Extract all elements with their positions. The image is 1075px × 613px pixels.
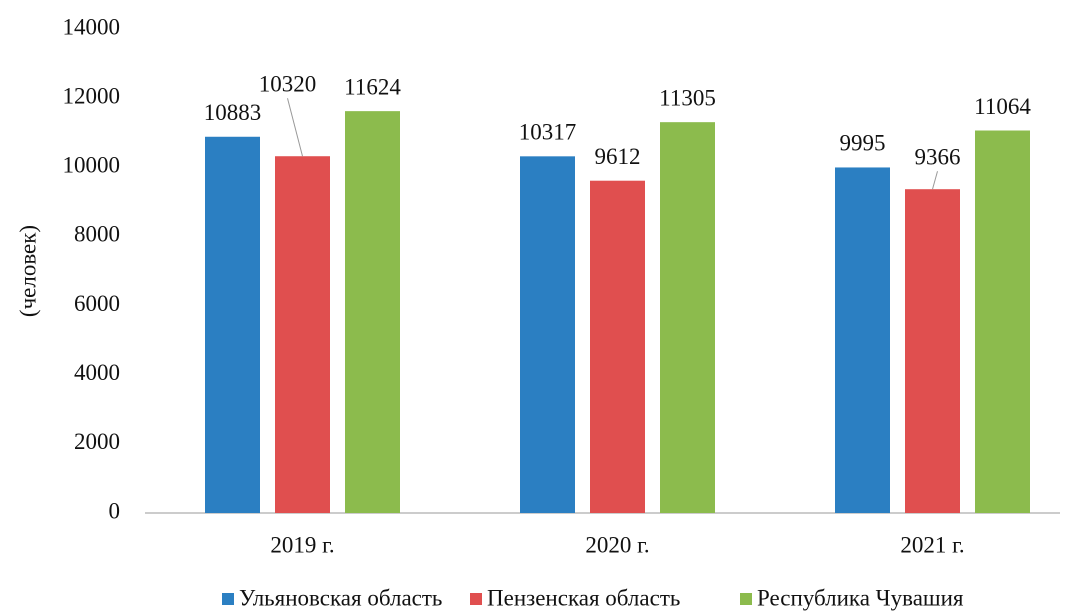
- x-tick-label: 2021 г.: [900, 532, 964, 557]
- bar: [905, 189, 960, 514]
- value-label: 11624: [344, 74, 401, 99]
- value-label: 11305: [659, 85, 716, 110]
- bar: [590, 180, 645, 513]
- y-tick-label: 14000: [63, 14, 121, 39]
- legend-label: Республика Чувашия: [757, 585, 964, 610]
- y-tick-label: 10000: [63, 153, 121, 178]
- y-tick-label: 2000: [74, 429, 120, 454]
- legend-swatch: [740, 593, 752, 605]
- y-tick-label: 12000: [63, 83, 121, 108]
- value-label: 9366: [915, 144, 961, 169]
- value-label: 10317: [519, 120, 577, 145]
- value-label: 10883: [204, 100, 262, 125]
- bar: [275, 156, 330, 514]
- y-tick-label: 4000: [74, 360, 120, 385]
- y-axis-label: (человек): [15, 225, 40, 317]
- bar: [345, 111, 400, 513]
- x-tick-label: 2019 г.: [270, 532, 334, 557]
- bar: [520, 156, 575, 513]
- value-label: 9995: [840, 131, 886, 156]
- legend-label: Пензенская область: [487, 585, 680, 610]
- y-tick-label: 8000: [74, 222, 120, 247]
- bar: [975, 130, 1030, 513]
- value-label: 11064: [974, 94, 1031, 119]
- y-tick-label: 0: [109, 498, 121, 523]
- legend-swatch: [222, 593, 234, 605]
- bar: [660, 122, 715, 514]
- y-tick-label: 6000: [74, 291, 120, 316]
- x-tick-label: 2020 г.: [585, 532, 649, 557]
- bar: [835, 167, 890, 514]
- value-label: 9612: [595, 144, 641, 169]
- leader-line: [287, 98, 303, 157]
- value-label: 10320: [259, 72, 317, 97]
- leader-line: [932, 171, 938, 190]
- legend-swatch: [470, 593, 482, 605]
- legend-label: Ульяновская область: [239, 585, 442, 610]
- bar: [205, 136, 260, 513]
